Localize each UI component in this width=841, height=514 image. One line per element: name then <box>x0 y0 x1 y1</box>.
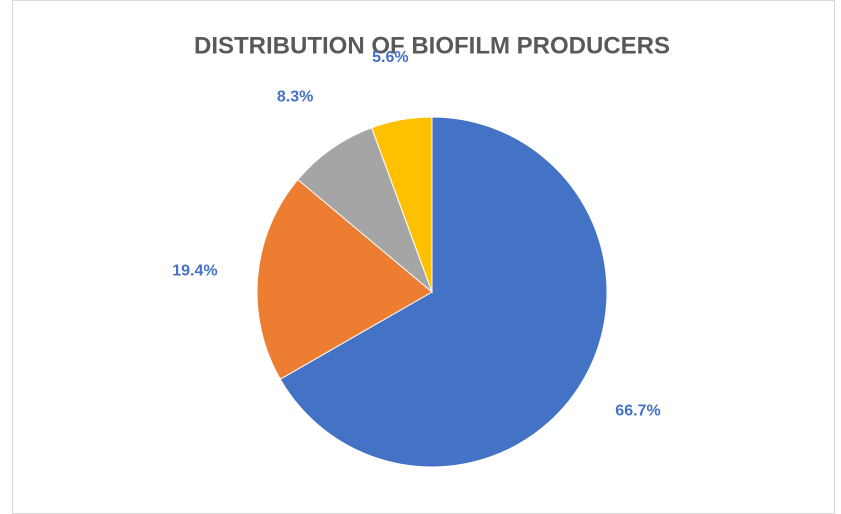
data-label: 66.7% <box>615 402 660 419</box>
pie-slice <box>256 178 433 380</box>
data-label: 5.6% <box>372 49 408 66</box>
pie-slice <box>297 127 434 294</box>
pie-slice <box>279 116 608 468</box>
data-label: 19.4% <box>172 262 217 279</box>
chart-title: DISTRIBUTION OF BIOFILM PRODUCERS <box>194 32 670 59</box>
data-label: 8.3% <box>277 88 313 105</box>
pie-slice <box>371 116 433 293</box>
